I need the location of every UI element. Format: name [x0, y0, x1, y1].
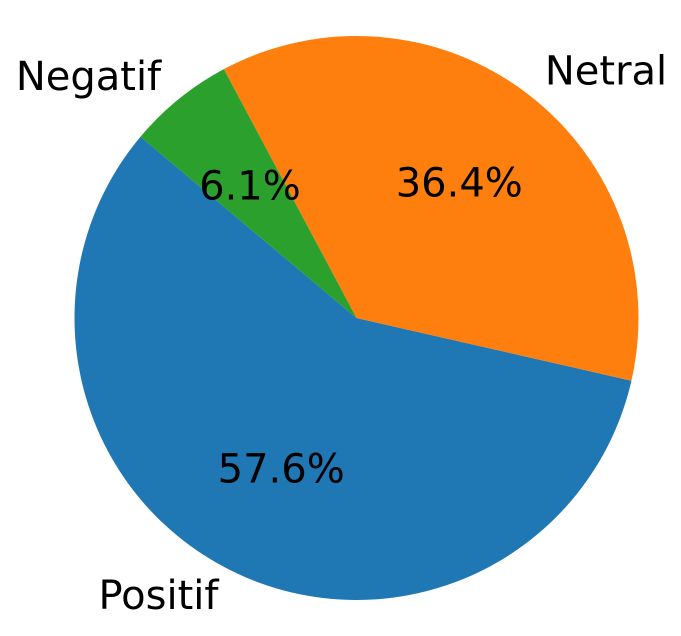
category-label-netral: Netral [545, 49, 667, 95]
percent-label-negatif: 6.1% [199, 164, 301, 210]
category-label-negatif: Negatif [16, 54, 162, 100]
pie-labels: 57.6% Positif 36.4% Netral 6.1% Negatif [16, 49, 667, 619]
pie-slice-positif [74, 136, 632, 600]
pie-slices [74, 36, 639, 600]
pie-slice-negatif [140, 69, 357, 318]
pie-slice-netral [223, 36, 639, 381]
category-label-positif: Positif [98, 573, 219, 619]
percent-label-netral: 36.4% [396, 161, 523, 207]
percent-label-positif: 57.6% [218, 447, 345, 493]
